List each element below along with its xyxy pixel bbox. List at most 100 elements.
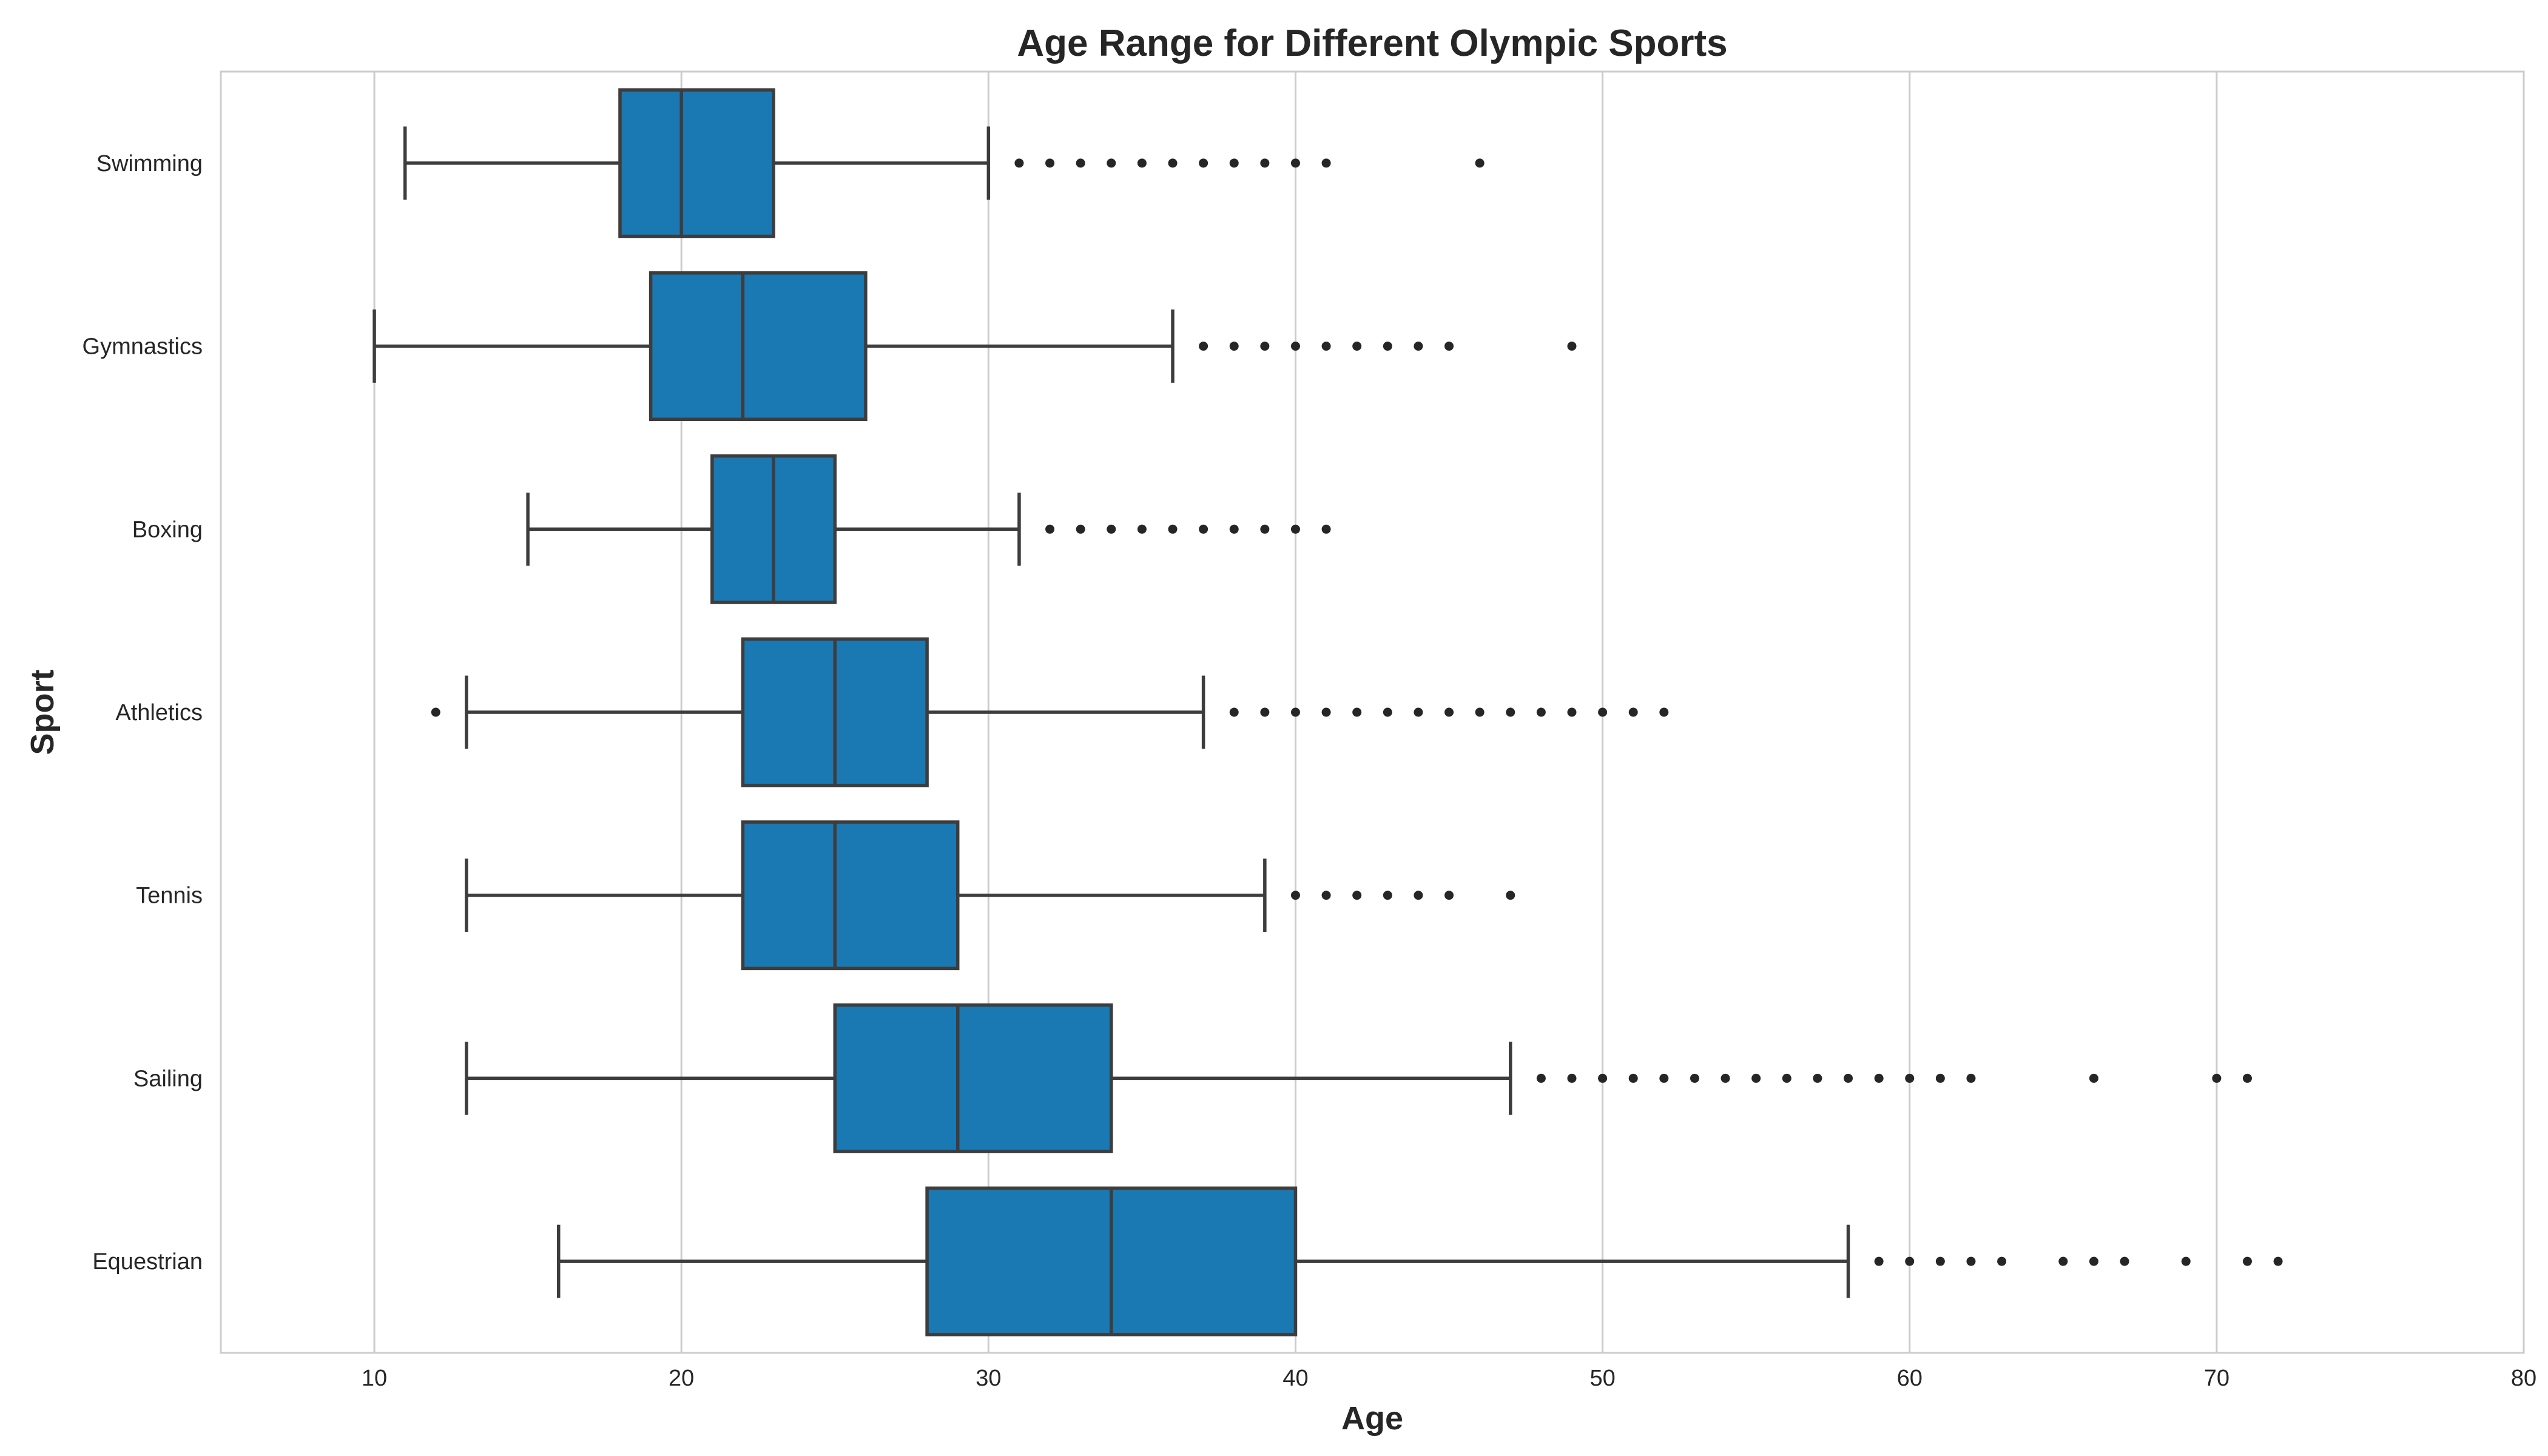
outlier-sailing-12 bbox=[1905, 1073, 1915, 1083]
outlier-tennis-3 bbox=[1383, 891, 1392, 900]
box-layer bbox=[372, 88, 2283, 1336]
outlier-boxing-9 bbox=[1321, 524, 1331, 534]
outlier-boxing-1 bbox=[1076, 524, 1085, 534]
y-tick-label-gymnastics: Gymnastics bbox=[83, 334, 203, 360]
y-tick-label-boxing: Boxing bbox=[132, 517, 203, 542]
outlier-athletics-8 bbox=[1444, 707, 1454, 717]
outlier-swimming-10 bbox=[1321, 158, 1331, 168]
outlier-boxing-2 bbox=[1107, 524, 1116, 534]
x-tick-label-20: 20 bbox=[669, 1366, 694, 1391]
outlier-boxing-0 bbox=[1045, 524, 1055, 534]
x-tick-label-50: 50 bbox=[1589, 1366, 1615, 1391]
box-group-gymnastics bbox=[372, 271, 1577, 422]
outlier-athletics-4 bbox=[1321, 707, 1331, 717]
outlier-gymnastics-8 bbox=[1444, 342, 1454, 351]
x-tick-labels: 10 20 30 40 50 60 70 80 bbox=[362, 1366, 2536, 1391]
outlier-gymnastics-0 bbox=[1199, 342, 1208, 351]
chart-title: Age Range for Different Olympic Sports bbox=[1017, 22, 1727, 64]
outlier-athletics-13 bbox=[1598, 707, 1608, 717]
y-tick-label-sailing: Sailing bbox=[133, 1066, 203, 1091]
x-tick-label-40: 40 bbox=[1282, 1366, 1308, 1391]
x-tick-label-60: 60 bbox=[1897, 1366, 1923, 1391]
outlier-sailing-2 bbox=[1598, 1073, 1608, 1083]
box-group-sailing bbox=[465, 1003, 2252, 1153]
x-tick-label-10: 10 bbox=[362, 1366, 387, 1391]
outlier-athletics-1 bbox=[1229, 707, 1239, 717]
box-sailing bbox=[833, 1003, 1113, 1153]
outlier-gymnastics-9 bbox=[1567, 342, 1577, 351]
outlier-boxing-7 bbox=[1260, 524, 1270, 534]
outlier-sailing-9 bbox=[1813, 1073, 1822, 1083]
outlier-gymnastics-3 bbox=[1290, 342, 1300, 351]
outlier-gymnastics-5 bbox=[1352, 342, 1362, 351]
outlier-sailing-17 bbox=[2242, 1073, 2252, 1083]
outlier-athletics-9 bbox=[1475, 707, 1485, 717]
outlier-tennis-2 bbox=[1352, 891, 1362, 900]
outlier-swimming-9 bbox=[1290, 158, 1300, 168]
outlier-sailing-1 bbox=[1567, 1073, 1577, 1083]
outlier-athletics-7 bbox=[1414, 707, 1423, 717]
outlier-sailing-10 bbox=[1844, 1073, 1853, 1083]
x-tick-label-80: 80 bbox=[2511, 1366, 2536, 1391]
outlier-equestrian-7 bbox=[2120, 1256, 2129, 1266]
outlier-equestrian-1 bbox=[1905, 1256, 1915, 1266]
y-tick-label-equestrian: Equestrian bbox=[92, 1249, 203, 1275]
outlier-tennis-5 bbox=[1444, 891, 1454, 900]
outlier-gymnastics-4 bbox=[1321, 342, 1331, 351]
y-tick-label-athletics: Athletics bbox=[115, 700, 203, 726]
box-tennis bbox=[741, 820, 960, 971]
outlier-equestrian-0 bbox=[1874, 1256, 1884, 1266]
outlier-boxing-4 bbox=[1168, 524, 1178, 534]
outlier-swimming-8 bbox=[1260, 158, 1270, 168]
outlier-equestrian-5 bbox=[2058, 1256, 2068, 1266]
box-group-boxing bbox=[526, 454, 1331, 604]
outlier-equestrian-9 bbox=[2242, 1256, 2252, 1266]
box-group-swimming bbox=[403, 88, 1485, 238]
box-swimming bbox=[618, 88, 775, 238]
y-tick-labels: Swimming Gymnastics Boxing Athletics Tennis S… bbox=[83, 151, 203, 1275]
y-tick-label-swimming: Swimming bbox=[96, 151, 203, 177]
outlier-swimming-5 bbox=[1168, 158, 1178, 168]
y-tick-label-tennis: Tennis bbox=[136, 883, 203, 909]
outlier-swimming-0 bbox=[1014, 158, 1024, 168]
outlier-boxing-3 bbox=[1137, 524, 1147, 534]
box-group-equestrian bbox=[556, 1186, 2283, 1336]
outlier-sailing-8 bbox=[1782, 1073, 1791, 1083]
outlier-equestrian-8 bbox=[2181, 1256, 2191, 1266]
outlier-boxing-8 bbox=[1290, 524, 1300, 534]
outlier-gymnastics-6 bbox=[1383, 342, 1392, 351]
plot-frame bbox=[220, 70, 2525, 1354]
outlier-sailing-5 bbox=[1690, 1073, 1699, 1083]
outlier-athletics-6 bbox=[1383, 707, 1392, 717]
outlier-tennis-0 bbox=[1290, 891, 1300, 900]
outlier-equestrian-2 bbox=[1935, 1256, 1945, 1266]
outlier-athletics-12 bbox=[1567, 707, 1577, 717]
outlier-swimming-2 bbox=[1076, 158, 1085, 168]
outlier-swimming-3 bbox=[1107, 158, 1116, 168]
outlier-athletics-10 bbox=[1506, 707, 1515, 717]
outlier-sailing-14 bbox=[1966, 1073, 1976, 1083]
outlier-gymnastics-2 bbox=[1260, 342, 1270, 351]
y-axis-label: Sport bbox=[24, 669, 61, 755]
outlier-equestrian-4 bbox=[1997, 1256, 2007, 1266]
outlier-swimming-4 bbox=[1137, 158, 1147, 168]
outlier-athletics-0 bbox=[431, 707, 440, 717]
outlier-equestrian-3 bbox=[1966, 1256, 1976, 1266]
outlier-tennis-4 bbox=[1414, 891, 1423, 900]
outlier-equestrian-10 bbox=[2273, 1256, 2283, 1266]
outlier-sailing-16 bbox=[2212, 1073, 2222, 1083]
outlier-athletics-11 bbox=[1536, 707, 1546, 717]
outlier-sailing-13 bbox=[1935, 1073, 1945, 1083]
outlier-equestrian-6 bbox=[2089, 1256, 2098, 1266]
box-gymnastics bbox=[649, 271, 868, 422]
outlier-swimming-1 bbox=[1045, 158, 1055, 168]
box-group-tennis bbox=[465, 820, 1515, 971]
outlier-sailing-0 bbox=[1536, 1073, 1546, 1083]
outlier-athletics-15 bbox=[1659, 707, 1669, 717]
outlier-athletics-2 bbox=[1260, 707, 1270, 717]
outlier-athletics-14 bbox=[1628, 707, 1638, 717]
box-group-athletics bbox=[431, 637, 1669, 787]
outlier-sailing-4 bbox=[1659, 1073, 1669, 1083]
x-tick-label-70: 70 bbox=[2204, 1366, 2230, 1391]
